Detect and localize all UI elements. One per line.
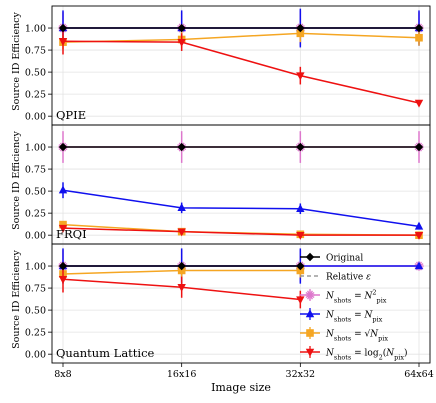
data-point <box>296 231 305 240</box>
x-tick-label: 16x16 <box>167 369 197 380</box>
y-tick-label: 0.00 <box>25 231 46 242</box>
panel-frame <box>51 243 431 364</box>
legend-label: Nshots = Npix <box>325 311 383 324</box>
legend-label: Nshots = N2pix <box>325 289 387 305</box>
series-triangle-up <box>58 182 424 230</box>
legend-label: Nshots = log2(Npix) <box>325 348 408 362</box>
data-point <box>58 38 68 46</box>
panel-frame <box>51 124 431 245</box>
data-point <box>177 23 186 33</box>
series-triangle-down <box>58 224 424 240</box>
data-point <box>58 224 68 233</box>
series-line <box>62 40 420 104</box>
data-point <box>58 23 68 33</box>
data-point <box>58 185 68 194</box>
legend-marker <box>305 348 315 357</box>
data-point <box>177 266 186 275</box>
series-line <box>62 32 420 43</box>
data-point <box>58 261 68 271</box>
data-point <box>296 296 305 305</box>
legend-entry: Relative ε <box>300 273 371 283</box>
legend-marker <box>305 292 315 298</box>
data-point <box>414 231 424 240</box>
data-point <box>296 142 305 152</box>
data-point <box>177 228 186 237</box>
data-point <box>177 203 186 212</box>
legend-marker <box>305 309 315 318</box>
panel-title: QPIE <box>56 108 86 122</box>
data-point <box>296 261 305 271</box>
panel-title: Quantum Lattice <box>56 346 155 360</box>
y-tick-label: 0.75 <box>25 165 46 176</box>
data-point <box>59 220 67 229</box>
y-tick-label: 1.00 <box>25 262 46 273</box>
data-point <box>414 261 424 270</box>
data-point <box>296 23 305 33</box>
legend-entry: Nshots = √Npix <box>300 327 388 343</box>
panel-2: 0.00 0.25 0.50 0.75 1.00 FRQI Source ID Effici… <box>11 124 431 245</box>
y-tick-label: 0.25 <box>25 328 46 339</box>
panel-title: FRQI <box>56 227 87 241</box>
legend-entry: Nshots = Npix <box>300 308 383 324</box>
data-point <box>296 72 305 81</box>
legend-marker <box>306 329 314 337</box>
legend-label: Nshots = √Npix <box>325 329 388 343</box>
y-axis-label: Source ID Efficiency <box>11 249 22 348</box>
legend-entry: Nshots = log2(Npix) <box>300 346 408 362</box>
panel-frame <box>51 5 431 126</box>
y-tick-label: 0.75 <box>25 284 46 295</box>
y-tick-label: 0.25 <box>25 90 46 101</box>
legend: Original Relative ε Nshots = N2pix Nshots =… <box>300 252 408 362</box>
legend-marker <box>305 252 315 262</box>
data-point <box>414 221 424 230</box>
panel-1: 0.00 0.25 0.50 0.75 1.00 QPIE Source ID Effici… <box>11 5 431 126</box>
data-point <box>414 23 424 33</box>
y-tick-label: 0.50 <box>25 306 46 317</box>
data-point <box>177 38 186 47</box>
x-tick-label: 8x8 <box>54 369 71 380</box>
y-axis-label: Source ID Efficiency <box>11 11 22 110</box>
y-tick-label: 0.50 <box>25 68 46 79</box>
series-diamond <box>58 261 305 271</box>
data-point <box>58 276 68 284</box>
x-axis-label: Image size <box>211 381 271 394</box>
legend-entry: Original <box>300 252 363 264</box>
series-triangle-down <box>58 266 305 309</box>
legend-label: Original <box>326 254 363 264</box>
series-triangle-down <box>58 28 424 108</box>
legend-label: Relative ε <box>326 273 371 283</box>
data-point <box>414 99 424 108</box>
legend-entry: Nshots = N2pix <box>300 289 387 305</box>
data-point <box>58 142 68 152</box>
data-point <box>177 142 186 152</box>
series-line <box>62 189 420 228</box>
y-tick-label: 0.75 <box>25 46 46 57</box>
data-point <box>177 261 186 271</box>
data-point <box>414 142 424 152</box>
series-diamond <box>58 142 424 152</box>
y-axis-label: Source ID Efficiency <box>11 130 22 229</box>
y-tick-label: 1.00 <box>25 143 46 154</box>
y-tick-label: 0.50 <box>25 187 46 198</box>
y-tick-label: 0.00 <box>25 350 46 361</box>
data-point <box>296 29 305 38</box>
y-tick-label: 0.25 <box>25 209 46 220</box>
data-point <box>296 204 305 212</box>
data-point <box>177 283 186 292</box>
data-point <box>415 33 423 42</box>
y-tick-label: 0.00 <box>25 112 46 123</box>
x-tick-label: 64x64 <box>404 369 434 380</box>
y-tick-label: 1.00 <box>25 24 46 35</box>
series-diamond <box>58 23 424 33</box>
panel-3: 0.00 0.25 0.50 0.75 1.00 Quantum Lattice Sourc… <box>11 243 431 364</box>
x-tick-label: 32x32 <box>286 369 316 380</box>
data-point <box>296 266 305 275</box>
series-line <box>62 227 419 236</box>
